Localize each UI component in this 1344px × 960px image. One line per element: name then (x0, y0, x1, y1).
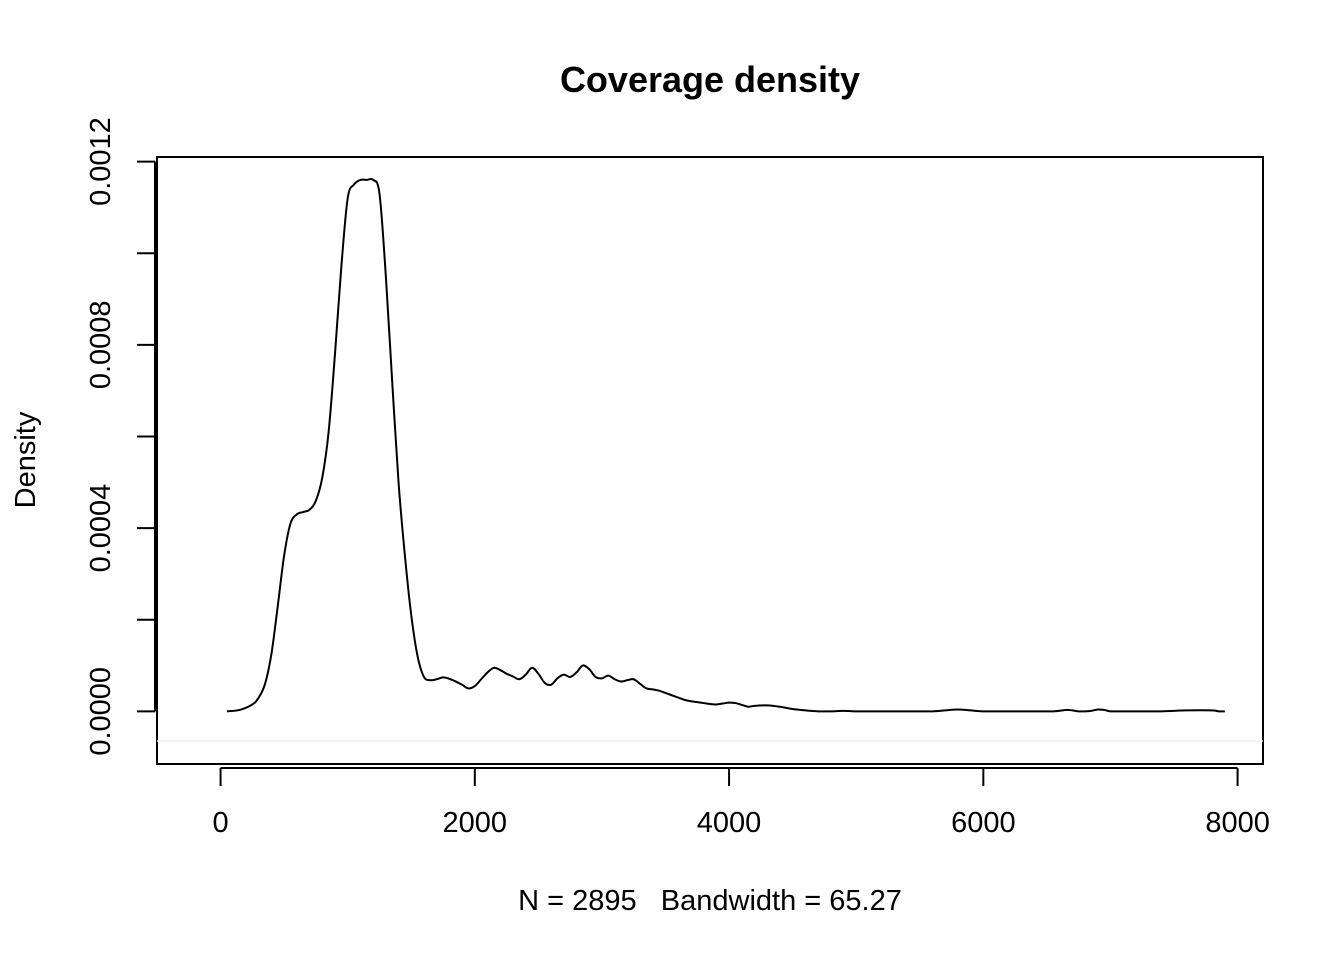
x-tick-label: 8000 (1205, 807, 1270, 839)
y-tick-label: 0.0000 (85, 667, 117, 756)
x-axis-label: N = 2895 Bandwidth = 65.27 (518, 885, 902, 917)
x-tick-label: 0 (212, 807, 228, 839)
y-tick-label: 0.0012 (85, 117, 117, 206)
density-curve (226, 177, 1225, 713)
chart-title: Coverage density (560, 59, 860, 100)
y-tick-label: 0.0008 (85, 300, 117, 389)
y-axis-label: Density (10, 411, 42, 508)
x-tick-label: 6000 (951, 807, 1016, 839)
x-tick-label: 2000 (443, 807, 508, 839)
plot-frame (156, 156, 1264, 765)
x-tick-label: 4000 (697, 807, 762, 839)
y-axis: 0.0000 0.0004 0.0008 0.0012 (85, 117, 156, 756)
y-tick-label: 0.0004 (85, 484, 117, 573)
x-axis: 0 2000 4000 6000 8000 (212, 767, 1270, 839)
